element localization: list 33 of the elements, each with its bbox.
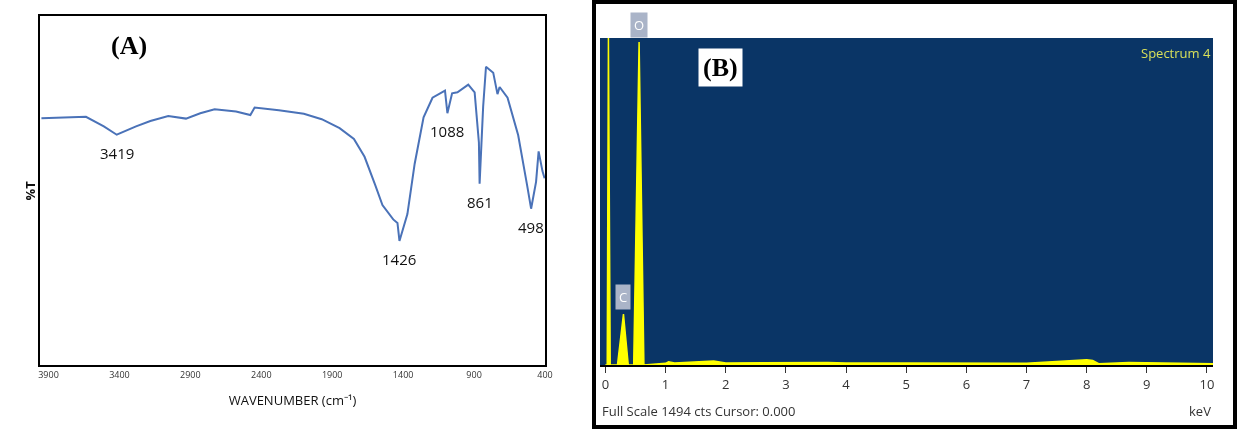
x-tick-label: 1400 [392, 367, 414, 381]
annotation: C [619, 288, 628, 306]
x-tick-label: 2400 [250, 367, 272, 381]
annotation: 3419 [100, 143, 135, 163]
annotation: 498 [518, 217, 544, 237]
x-tick-label: 3400 [109, 367, 130, 381]
x-tick-label: 6 [962, 374, 971, 393]
x-tick-label: 9 [1143, 374, 1151, 393]
text: Full Scale 1494 cts Cursor: 0.000 [602, 402, 796, 420]
x-axis-title: keV [1189, 402, 1212, 420]
x-tick-label: 4 [842, 374, 851, 393]
x-tick-label: 2900 [180, 367, 201, 381]
y-axis-title: %T [20, 180, 39, 201]
chart-title: (A) [111, 31, 148, 60]
annotation: 1088 [430, 121, 465, 141]
x-tick-label: 1 [661, 374, 670, 393]
x-tick-label: 3900 [38, 367, 59, 381]
x-tick-label: 400 [537, 367, 553, 381]
x-tick-label: 8 [1082, 374, 1091, 393]
x-tick-label: 10 [1199, 374, 1215, 393]
annotation: Spectrum 4 [1141, 44, 1211, 62]
annotation: 861 [467, 192, 493, 212]
x-tick-label: 1900 [321, 367, 343, 381]
annotation: 1426 [382, 249, 417, 269]
x-tick-label: 3 [782, 374, 790, 393]
annotation: O [634, 16, 645, 34]
text: (B) [703, 53, 738, 82]
x-tick-label: 7 [1022, 374, 1031, 393]
x-tick-label: 5 [902, 374, 910, 393]
x-axis-title: WAVENUMBER (cm⁻¹) [228, 390, 357, 409]
x-tick-label: 2 [722, 374, 730, 393]
x-tick-label: 0 [601, 374, 610, 393]
x-tick-label: 900 [466, 367, 482, 381]
